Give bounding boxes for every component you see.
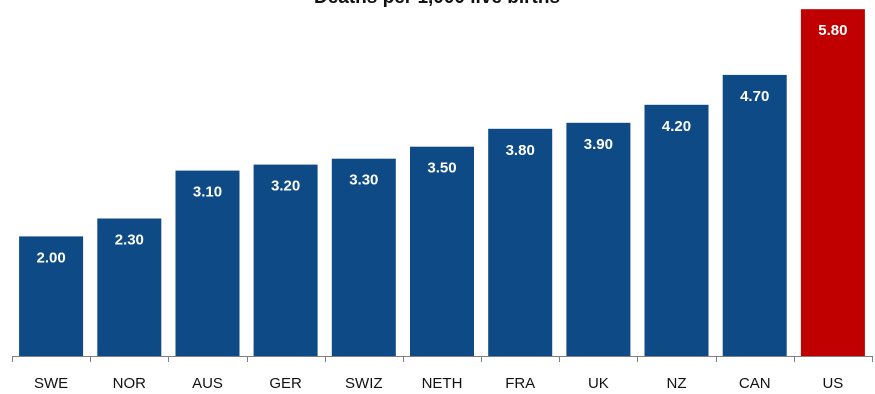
bar-aus <box>175 170 240 356</box>
bar-swe <box>19 236 84 356</box>
x-tick-label-can: CAN <box>739 375 771 392</box>
x-tick-label-ger: GER <box>269 375 302 392</box>
x-tick-label-uk: UK <box>588 375 609 392</box>
x-tick-label-swiz: SWIZ <box>345 375 383 392</box>
x-tick-label-neth: NETH <box>422 375 463 392</box>
bar-us <box>800 9 865 356</box>
x-tick-label-nz: NZ <box>667 375 687 392</box>
data-label-nz: 4.20 <box>662 118 691 135</box>
bar-ger <box>253 164 318 356</box>
data-label-aus: 3.10 <box>193 184 222 201</box>
bar-can <box>722 74 787 357</box>
x-tick-label-nor: NOR <box>113 375 147 392</box>
bar-nz <box>644 104 709 356</box>
data-label-uk: 3.90 <box>584 136 613 153</box>
x-tick-label-us: US <box>822 375 843 392</box>
data-label-swe: 2.00 <box>36 249 65 266</box>
x-tick-group <box>12 356 873 362</box>
bar-fra <box>488 128 553 356</box>
data-label-fra: 3.80 <box>506 142 535 159</box>
data-label-nor: 2.30 <box>115 232 144 249</box>
x-tick-label-aus: AUS <box>192 375 223 392</box>
x-tick-label-group: SWE NOR AUS GER SWIZ NETH FRA UK NZ CAN US <box>34 375 843 392</box>
x-tick-label-fra: FRA <box>505 375 535 392</box>
chart-title: Deaths per 1,000 live births <box>314 0 560 8</box>
bar-swiz <box>331 158 396 356</box>
data-label-swiz: 3.30 <box>349 172 378 189</box>
data-label-ger: 3.20 <box>271 178 300 195</box>
bar-group <box>19 9 865 357</box>
x-tick-label-swe: SWE <box>34 375 68 392</box>
bar-nor <box>97 218 162 356</box>
data-label-neth: 3.50 <box>427 160 456 177</box>
bar-uk <box>566 122 631 356</box>
data-label-group: 2.00 2.30 3.10 3.20 3.30 3.50 3.80 3.90 4.20 4.70… <box>36 22 847 266</box>
data-label-can: 4.70 <box>740 88 769 105</box>
bar-neth <box>410 146 474 356</box>
data-label-us: 5.80 <box>818 22 847 39</box>
